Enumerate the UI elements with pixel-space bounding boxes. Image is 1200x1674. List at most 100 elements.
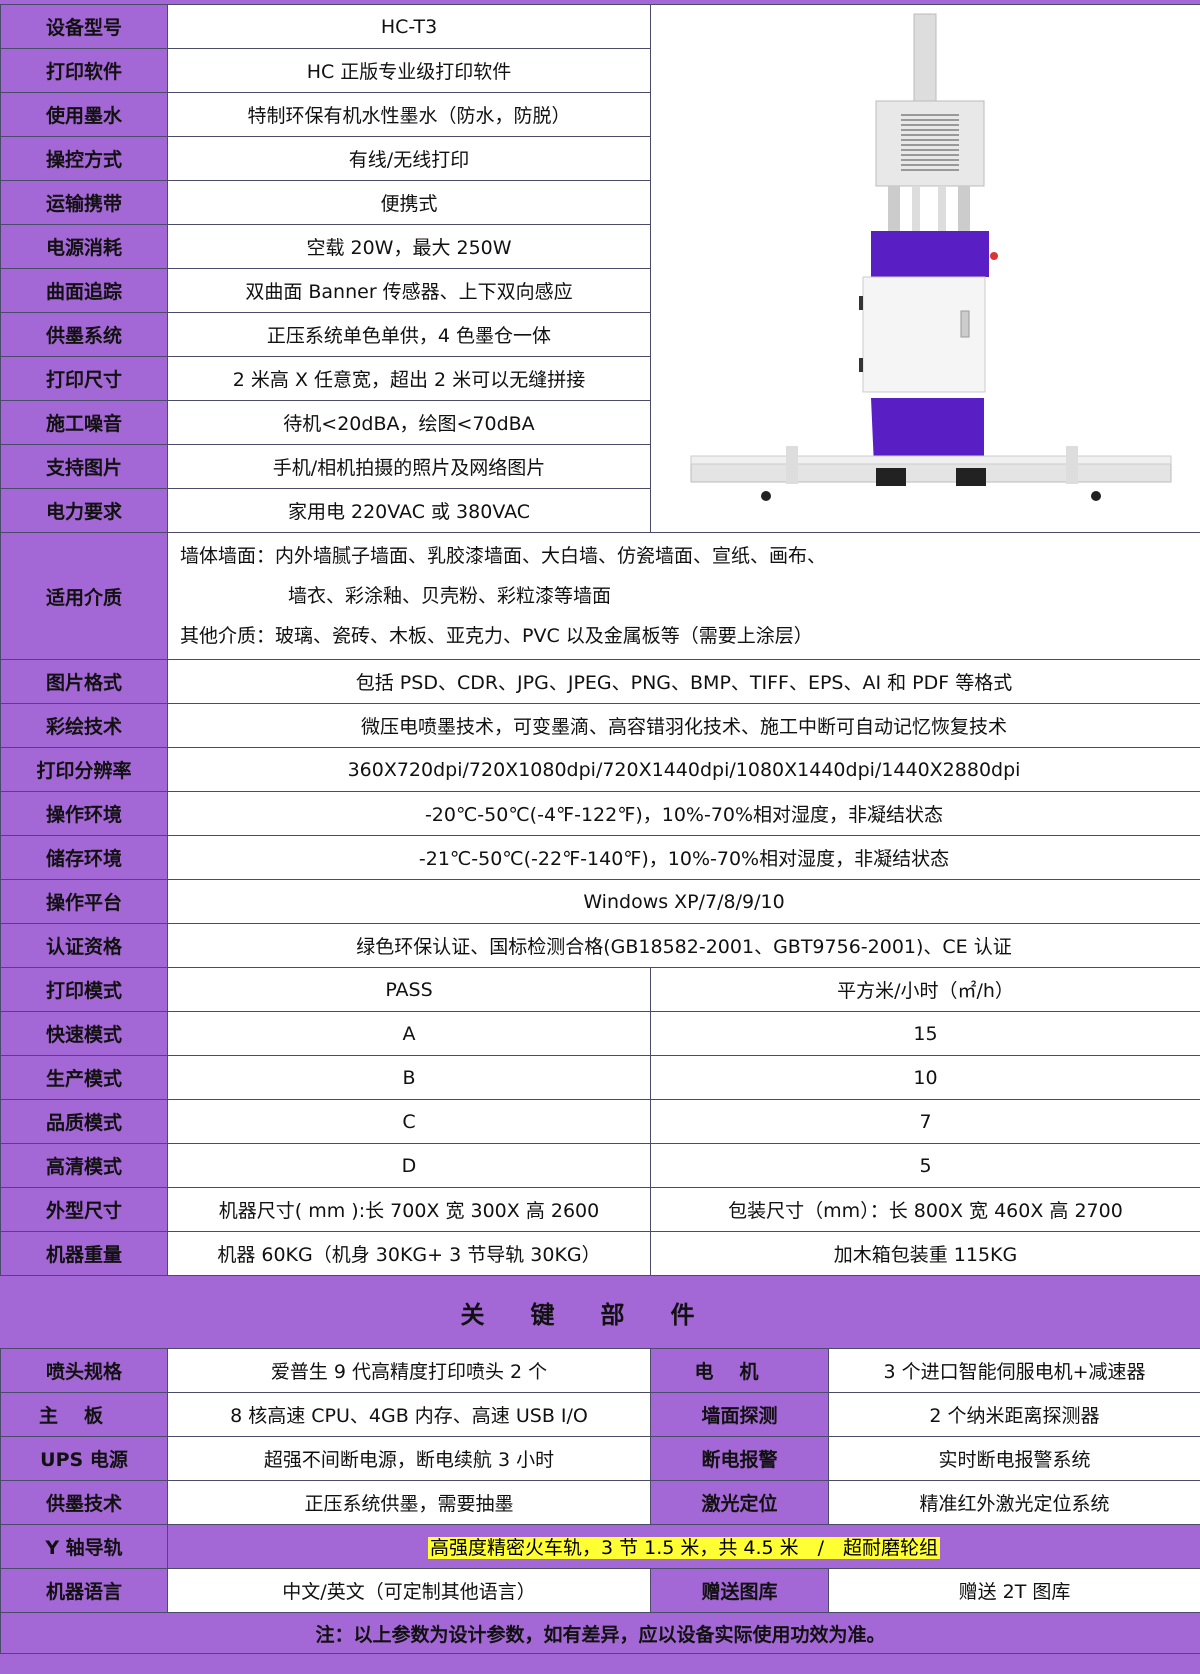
spec-label: 操作环境: [1, 792, 168, 836]
spec-value: 双曲面 Banner 传感器、上下双向感应: [168, 269, 651, 313]
part-value: 实时断电报警系统: [829, 1437, 1200, 1481]
mode-value: 10: [651, 1056, 1200, 1100]
part-label: Y 轴导轨: [1, 1525, 168, 1569]
mode-value: B: [168, 1056, 651, 1100]
spec-value: 微压电喷墨技术，可变墨滴、高容错羽化技术、施工中断可自动记忆恢复技术: [168, 704, 1200, 748]
spec-value: 包括 PSD、CDR、JPG、JPEG、PNG、BMP、TIFF、EPS、AI …: [168, 660, 1200, 704]
spec-label: 储存环境: [1, 836, 168, 880]
part-label: 喷头规格: [1, 1349, 168, 1393]
spec-label: 施工噪音: [1, 401, 168, 445]
spec-value: 正压系统单色单供，4 色墨仓一体: [168, 313, 651, 357]
spec-label: 机器重量: [1, 1232, 168, 1276]
part-value: 精准红外激光定位系统: [829, 1481, 1200, 1525]
spec-label: 电力要求: [1, 489, 168, 533]
spec-value: 空载 20W，最大 250W: [168, 225, 651, 269]
part-label: 电机: [651, 1349, 829, 1393]
spec-label: 生产模式: [1, 1056, 168, 1100]
part-label: 主板: [1, 1393, 168, 1437]
spec-label: 操作平台: [1, 880, 168, 924]
spec-value: 绿色环保认证、国标检测合格(GB18582-2001、GBT9756-2001)…: [168, 924, 1200, 968]
spec-label: 打印分辨率: [1, 748, 168, 792]
spec-label: 曲面追踪: [1, 269, 168, 313]
spec-label: 支持图片: [1, 445, 168, 489]
spec-label: 运输携带: [1, 181, 168, 225]
spec-value: Windows XP/7/8/9/10: [168, 880, 1200, 924]
spec-value: 便携式: [168, 181, 651, 225]
part-label: 供墨技术: [1, 1481, 168, 1525]
table-row: 操作环境-20℃-50℃(-4℉-122℉)，10%-70%相对湿度，非凝结状态: [1, 792, 1200, 836]
table-row: 图片格式包括 PSD、CDR、JPG、JPEG、PNG、BMP、TIFF、EPS…: [1, 660, 1200, 704]
mode-value: PASS: [168, 968, 651, 1012]
spec-value: HC-T3: [168, 5, 651, 49]
table-row: 机器重量机器 60KG（机身 30KG+ 3 节导轨 30KG）加木箱包装重 1…: [1, 1232, 1200, 1276]
spec-value: 2 米高 X 任意宽，超出 2 米可以无缝拼接: [168, 357, 651, 401]
spec-value: 360X720dpi/720X1080dpi/720X1440dpi/1080X…: [168, 748, 1200, 792]
mode-value: A: [168, 1012, 651, 1056]
section-title: 关键部件: [1, 1276, 1200, 1349]
spec-label: 电源消耗: [1, 225, 168, 269]
mode-value: 包装尺寸（mm）：长 800X 宽 460X 高 2700: [651, 1188, 1200, 1232]
part-label: 激光定位: [651, 1481, 829, 1525]
table-row: 认证资格绿色环保认证、国标检测合格(GB18582-2001、GBT9756-2…: [1, 924, 1200, 968]
spec-label: 打印尺寸: [1, 357, 168, 401]
spec-value: 家用电 220VAC 或 380VAC: [168, 489, 651, 533]
spec-label: 高清模式: [1, 1144, 168, 1188]
spec-label: 操控方式: [1, 137, 168, 181]
table-row: Y 轴导轨 高强度精密火车轨，3 节 1.5 米，共 4.5 米 / 超耐磨轮组: [1, 1525, 1200, 1569]
part-value: 中文/英文（可定制其他语言）: [168, 1569, 651, 1613]
table-row: 彩绘技术微压电喷墨技术，可变墨滴、高容错羽化技术、施工中断可自动记忆恢复技术: [1, 704, 1200, 748]
spec-label: 打印软件: [1, 49, 168, 93]
spec-label: 适用介质: [1, 533, 168, 660]
mode-value: D: [168, 1144, 651, 1188]
part-label: 赠送图库: [651, 1569, 829, 1613]
mode-value: 15: [651, 1012, 1200, 1056]
part-value: 2 个纳米距离探测器: [829, 1393, 1200, 1437]
part-value: 高强度精密火车轨，3 节 1.5 米，共 4.5 米 / 超耐磨轮组: [168, 1525, 1200, 1569]
spec-label: 外型尺寸: [1, 1188, 168, 1232]
part-value: 8 核高速 CPU、4GB 内存、高速 USB I/O: [168, 1393, 651, 1437]
spec-label: 使用墨水: [1, 93, 168, 137]
spec-label: 图片格式: [1, 660, 168, 704]
spec-value: 手机/相机拍摄的照片及网络图片: [168, 445, 651, 489]
part-label: 机器语言: [1, 1569, 168, 1613]
table-row: 注：以上参数为设计参数，如有差异，应以设备实际使用功效为准。: [1, 1613, 1200, 1654]
spec-label: 打印模式: [1, 968, 168, 1012]
spec-label: 快速模式: [1, 1012, 168, 1056]
media-value: 墙体墙面：内外墙腻子墙面、乳胶漆墙面、大白墙、仿瓷墙面、宣纸、画布、墙衣、彩涂釉…: [168, 533, 1200, 660]
mode-value: 平方米/小时（㎡/h）: [651, 968, 1200, 1012]
table-row: 关键部件: [1, 1276, 1200, 1349]
spec-value: 待机<20dBA，绘图<70dBA: [168, 401, 651, 445]
table-row: 供墨技术正压系统供墨，需要抽墨激光定位精准红外激光定位系统: [1, 1481, 1200, 1525]
note: 注：以上参数为设计参数，如有差异，应以设备实际使用功效为准。: [1, 1613, 1200, 1654]
part-value: 超强不间断电源，断电续航 3 小时: [168, 1437, 651, 1481]
spec-value: 特制环保有机水性墨水（防水，防脱）: [168, 93, 651, 137]
mode-value: 5: [651, 1144, 1200, 1188]
table-row: 储存环境-21℃-50℃(-22℉-140℉)，10%-70%相对湿度，非凝结状…: [1, 836, 1200, 880]
table-row: 机器语言中文/英文（可定制其他语言）赠送图库赠送 2T 图库: [1, 1569, 1200, 1613]
mode-value: 机器尺寸( mm ):长 700X 宽 300X 高 2600: [168, 1188, 651, 1232]
table-row: UPS 电源超强不间断电源，断电续航 3 小时断电报警实时断电报警系统: [1, 1437, 1200, 1481]
spec-label: 设备型号: [1, 5, 168, 49]
spec-label: 供墨系统: [1, 313, 168, 357]
highlight: 高强度精密火车轨，3 节 1.5 米，共 4.5 米 / 超耐磨轮组: [428, 1537, 940, 1559]
media-line: 墙衣、彩涂釉、贝壳粉、彩粒漆等墙面: [168, 576, 1200, 616]
spec-value: 有线/无线打印: [168, 137, 651, 181]
spec-value: -20℃-50℃(-4℉-122℉)，10%-70%相对湿度，非凝结状态: [168, 792, 1200, 836]
part-value: 爱普生 9 代高精度打印喷头 2 个: [168, 1349, 651, 1393]
part-label: 墙面探测: [651, 1393, 829, 1437]
part-value: 赠送 2T 图库: [829, 1569, 1200, 1613]
mode-value: 加木箱包装重 115KG: [651, 1232, 1200, 1276]
part-value: 3 个进口智能伺服电机+减速器: [829, 1349, 1200, 1393]
